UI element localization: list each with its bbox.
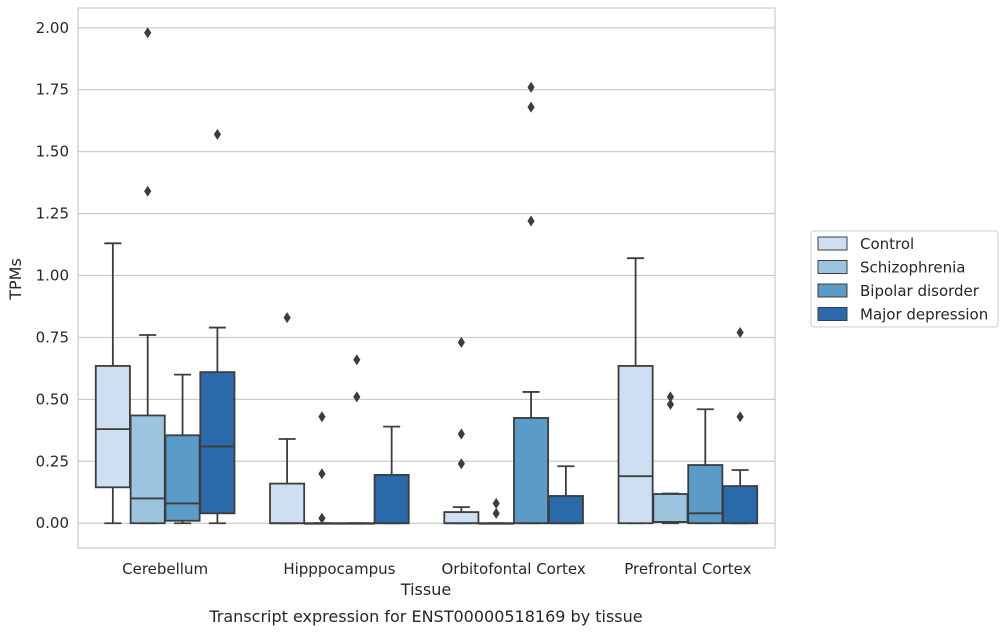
box bbox=[443, 511, 480, 525]
legend-label: Control bbox=[860, 235, 914, 253]
chart-title: Transcript expression for ENST0000051816… bbox=[208, 607, 642, 626]
x-tick-label: Prefrontal Cortex bbox=[624, 560, 751, 578]
box-3-0 bbox=[617, 257, 654, 525]
legend-label: Major depression bbox=[860, 306, 988, 324]
outlier-point bbox=[457, 336, 465, 348]
box-groups bbox=[94, 27, 759, 525]
y-tick-label: 0.75 bbox=[36, 328, 69, 346]
y-tick-label: 0.25 bbox=[36, 452, 69, 470]
outlier-point bbox=[736, 326, 744, 338]
outlier-point bbox=[353, 391, 361, 403]
box bbox=[269, 482, 306, 525]
y-tick-label: 2.00 bbox=[36, 19, 69, 37]
box-3-2 bbox=[687, 408, 724, 525]
box bbox=[199, 371, 236, 515]
box-2-3 bbox=[547, 465, 584, 525]
outlier-point bbox=[318, 411, 326, 423]
y-tick-label: 0.00 bbox=[36, 514, 69, 532]
outlier-point bbox=[353, 354, 361, 366]
box-3-3 bbox=[722, 326, 759, 525]
x-tick-label: Orbitofontal Cortex bbox=[442, 560, 586, 578]
x-tick-labels: Cerebellum Hipppocampus Orbitofontal Corte… bbox=[122, 560, 751, 578]
box-1-3 bbox=[373, 425, 410, 525]
outlier-point bbox=[144, 185, 152, 197]
box-2-1 bbox=[478, 497, 515, 525]
y-axis-label: TPMs bbox=[6, 258, 25, 301]
legend-swatch bbox=[817, 283, 848, 298]
outlier-point bbox=[527, 101, 535, 113]
legend-swatch bbox=[817, 260, 848, 274]
outlier-point bbox=[318, 468, 326, 480]
box bbox=[652, 493, 689, 523]
box-0-2 bbox=[164, 373, 201, 525]
box-2-2 bbox=[513, 81, 550, 525]
outlier-point bbox=[318, 512, 326, 524]
outlier-point bbox=[457, 458, 465, 470]
box-2-0 bbox=[443, 336, 480, 525]
outlier-point bbox=[457, 428, 465, 440]
outlier-point bbox=[283, 312, 291, 324]
box-3-1 bbox=[652, 391, 689, 525]
box-0-1 bbox=[129, 27, 166, 525]
outlier-point bbox=[527, 81, 535, 93]
plot-frame bbox=[77, 7, 776, 549]
y-tick-label: 1.25 bbox=[36, 205, 69, 223]
y-tick-labels: 0.00 0.25 0.50 0.75 1.00 1.25 1.50 1.75 2.00 bbox=[36, 19, 69, 532]
box bbox=[373, 474, 410, 525]
box bbox=[687, 464, 724, 525]
y-tick-label: 1.75 bbox=[36, 81, 69, 99]
outlier-point bbox=[492, 497, 500, 509]
box bbox=[547, 495, 584, 525]
box bbox=[513, 417, 550, 525]
x-tick-label: Cerebellum bbox=[122, 560, 208, 578]
outlier-point bbox=[736, 411, 744, 423]
box-1-2 bbox=[338, 354, 375, 525]
legend-frame bbox=[810, 230, 999, 328]
box bbox=[722, 485, 759, 525]
y-tick-label: 0.50 bbox=[36, 390, 69, 408]
y-tick-label: 1.00 bbox=[36, 267, 69, 285]
legend-swatch bbox=[817, 236, 848, 251]
legend: Control Schizophrenia Bipolar disorder Majo… bbox=[810, 230, 999, 328]
legend-label: Bipolar disorder bbox=[860, 282, 980, 300]
outlier-point bbox=[666, 391, 675, 403]
legend-label: Schizophrenia bbox=[860, 259, 965, 277]
x-tick-label: Hipppocampus bbox=[283, 560, 395, 578]
box-1-0 bbox=[269, 312, 306, 525]
outlier-point bbox=[527, 215, 535, 227]
x-axis-label: Tissue bbox=[400, 580, 451, 599]
box-0-3 bbox=[199, 128, 236, 525]
box-1-1 bbox=[303, 411, 340, 525]
box bbox=[94, 365, 131, 489]
legend-swatch bbox=[817, 307, 848, 321]
box bbox=[164, 434, 201, 522]
outlier-point bbox=[213, 128, 221, 140]
outlier-point bbox=[666, 398, 675, 410]
y-tick-label: 1.50 bbox=[36, 143, 69, 161]
outlier-point bbox=[144, 27, 152, 39]
box-0-0 bbox=[94, 242, 131, 525]
outlier-point bbox=[492, 507, 500, 519]
box bbox=[129, 414, 166, 525]
box bbox=[617, 365, 654, 525]
